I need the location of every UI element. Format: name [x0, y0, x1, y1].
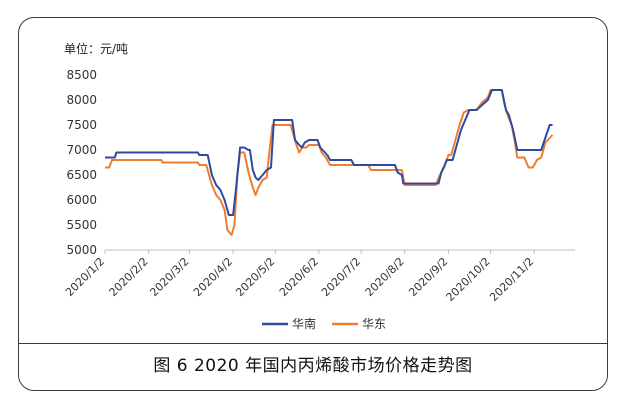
x-tick-label: 2020/5/2 [233, 255, 277, 299]
x-tick-label: 2020/9/2 [406, 255, 450, 299]
y-tick-label: 6500 [66, 168, 97, 182]
x-tick-label: 2020/7/2 [319, 255, 363, 299]
x-tick-label: 2020/6/2 [277, 255, 321, 299]
x-tick-label: 2020/2/2 [107, 255, 151, 299]
series-line-south [105, 89, 553, 216]
y-tick-label: 8000 [66, 93, 97, 107]
caption-divider [18, 343, 608, 344]
figure-caption: 图 6 2020 年国内丙烯酸市场价格走势图 [153, 356, 473, 376]
unit-label: 单位：元/吨 [64, 42, 129, 56]
x-tick-label: 2020/11/2 [487, 255, 536, 304]
y-tick-label: 8500 [66, 68, 97, 82]
x-tick-label: 2020/8/2 [363, 255, 407, 299]
figure-frame [18, 17, 608, 391]
y-tick-label: 5000 [66, 243, 97, 257]
y-tick-label: 7000 [66, 143, 97, 157]
y-tick-label: 6000 [66, 193, 97, 207]
x-tick-label: 2020/3/2 [147, 255, 191, 299]
legend-label-south: 华南 [292, 316, 316, 331]
y-tick-label: 5500 [66, 218, 97, 232]
y-tick-label: 7500 [66, 118, 97, 132]
x-tick-label: 2020/4/2 [191, 255, 235, 299]
series-line-east [105, 89, 554, 236]
x-tick-label: 2020/1/2 [63, 255, 107, 299]
x-tick-label: 2020/10/2 [444, 255, 493, 304]
legend-label-east: 华东 [362, 317, 386, 331]
